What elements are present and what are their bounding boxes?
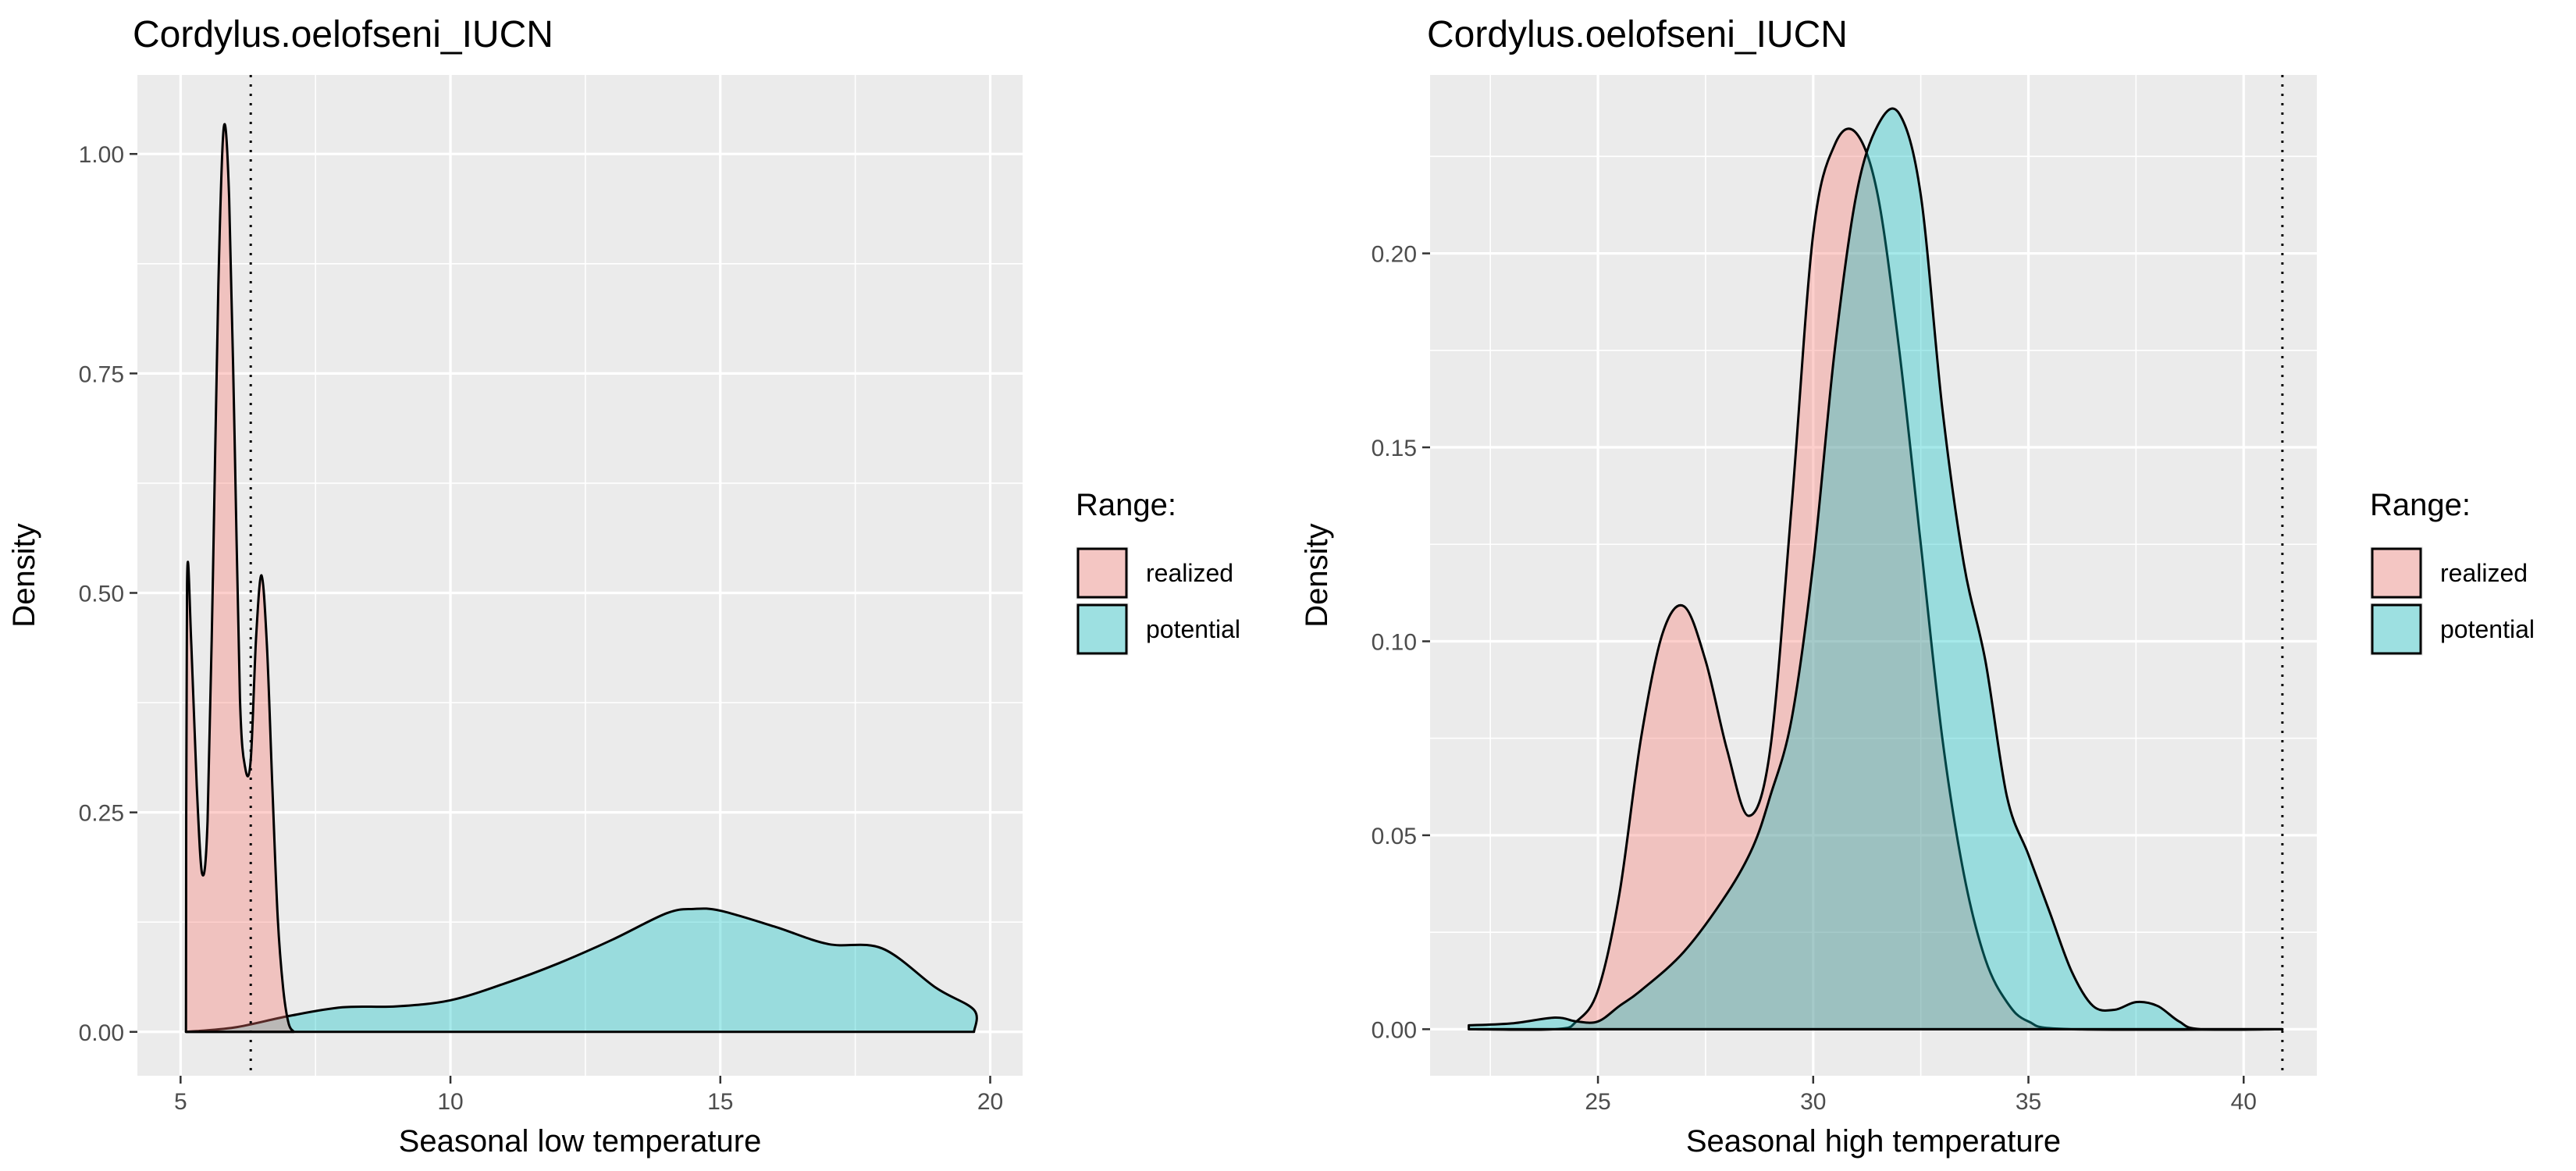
x-tick-label: 25 bbox=[1585, 1089, 1610, 1115]
legend-label-potential: potential bbox=[1146, 615, 1240, 643]
legend-label-potential: potential bbox=[2440, 615, 2535, 643]
x-axis-label: Seasonal low temperature bbox=[399, 1124, 762, 1159]
y-axis-label: Density bbox=[7, 523, 41, 627]
y-axis-label: Density bbox=[1300, 523, 1334, 627]
x-tick-label: 40 bbox=[2231, 1089, 2257, 1115]
legend-key-realized bbox=[2371, 547, 2422, 599]
y-tick-label: 0.25 bbox=[79, 801, 124, 827]
plot-panel bbox=[137, 75, 1023, 1076]
density-area-realized bbox=[184, 123, 296, 1034]
legend-label-realized: realized bbox=[2440, 559, 2528, 587]
y-tick-label: 0.50 bbox=[79, 581, 124, 607]
legend-title: Range: bbox=[2370, 488, 2471, 522]
legend-key-bg bbox=[2370, 603, 2423, 656]
x-tick-label: 30 bbox=[1800, 1089, 1826, 1115]
y-tick-label: 1.00 bbox=[79, 142, 124, 168]
legend: Range: realized potential bbox=[1076, 488, 1240, 656]
legend-title: Range: bbox=[1076, 488, 1176, 522]
density-area-realized bbox=[1468, 127, 2284, 1031]
y-tick-label: 0.15 bbox=[1372, 436, 1417, 461]
y-tick-label: 0.75 bbox=[79, 361, 124, 387]
x-axis-label: Seasonal high temperature bbox=[1686, 1124, 2061, 1159]
plot-panel bbox=[1430, 75, 2317, 1076]
x-tick-label: 20 bbox=[977, 1089, 1003, 1115]
legend-key-bg bbox=[1076, 603, 1129, 656]
x-tick-label: 15 bbox=[707, 1089, 733, 1115]
legend-key-potential bbox=[1076, 603, 1128, 655]
density-area-potential bbox=[1468, 107, 2284, 1031]
y-tick-label: 0.00 bbox=[1372, 1017, 1417, 1043]
density-area-potential bbox=[184, 907, 978, 1034]
legend-key-bg bbox=[2370, 546, 2423, 600]
x-tick-label: 10 bbox=[437, 1089, 463, 1115]
y-tick-label: 0.05 bbox=[1372, 824, 1417, 849]
chart-panel-2: 25 30 35 40 0.00 0.05 0.10 0.15 0.20 Cordylus.oel… bbox=[1300, 14, 2535, 1159]
y-tick-label: 0.00 bbox=[79, 1020, 124, 1046]
legend-key-bg bbox=[1076, 546, 1129, 600]
x-tick-label: 5 bbox=[174, 1089, 187, 1115]
x-tick-label: 35 bbox=[2016, 1089, 2041, 1115]
chart-title: Cordylus.oelofseni_IUCN bbox=[133, 14, 553, 55]
chart-title: Cordylus.oelofseni_IUCN bbox=[1427, 14, 1848, 55]
legend-label-realized: realized bbox=[1146, 559, 1233, 587]
legend: Range: realized potential bbox=[2370, 488, 2535, 656]
legend-key-realized bbox=[1076, 547, 1128, 599]
legend-key-potential bbox=[2371, 603, 2422, 655]
y-tick-label: 0.20 bbox=[1372, 242, 1417, 268]
y-tick-label: 0.10 bbox=[1372, 629, 1417, 655]
chart-panel-1: 5 10 15 20 0.00 0.25 0.50 0.75 1.00 Cordylus.oelo… bbox=[7, 14, 1240, 1159]
